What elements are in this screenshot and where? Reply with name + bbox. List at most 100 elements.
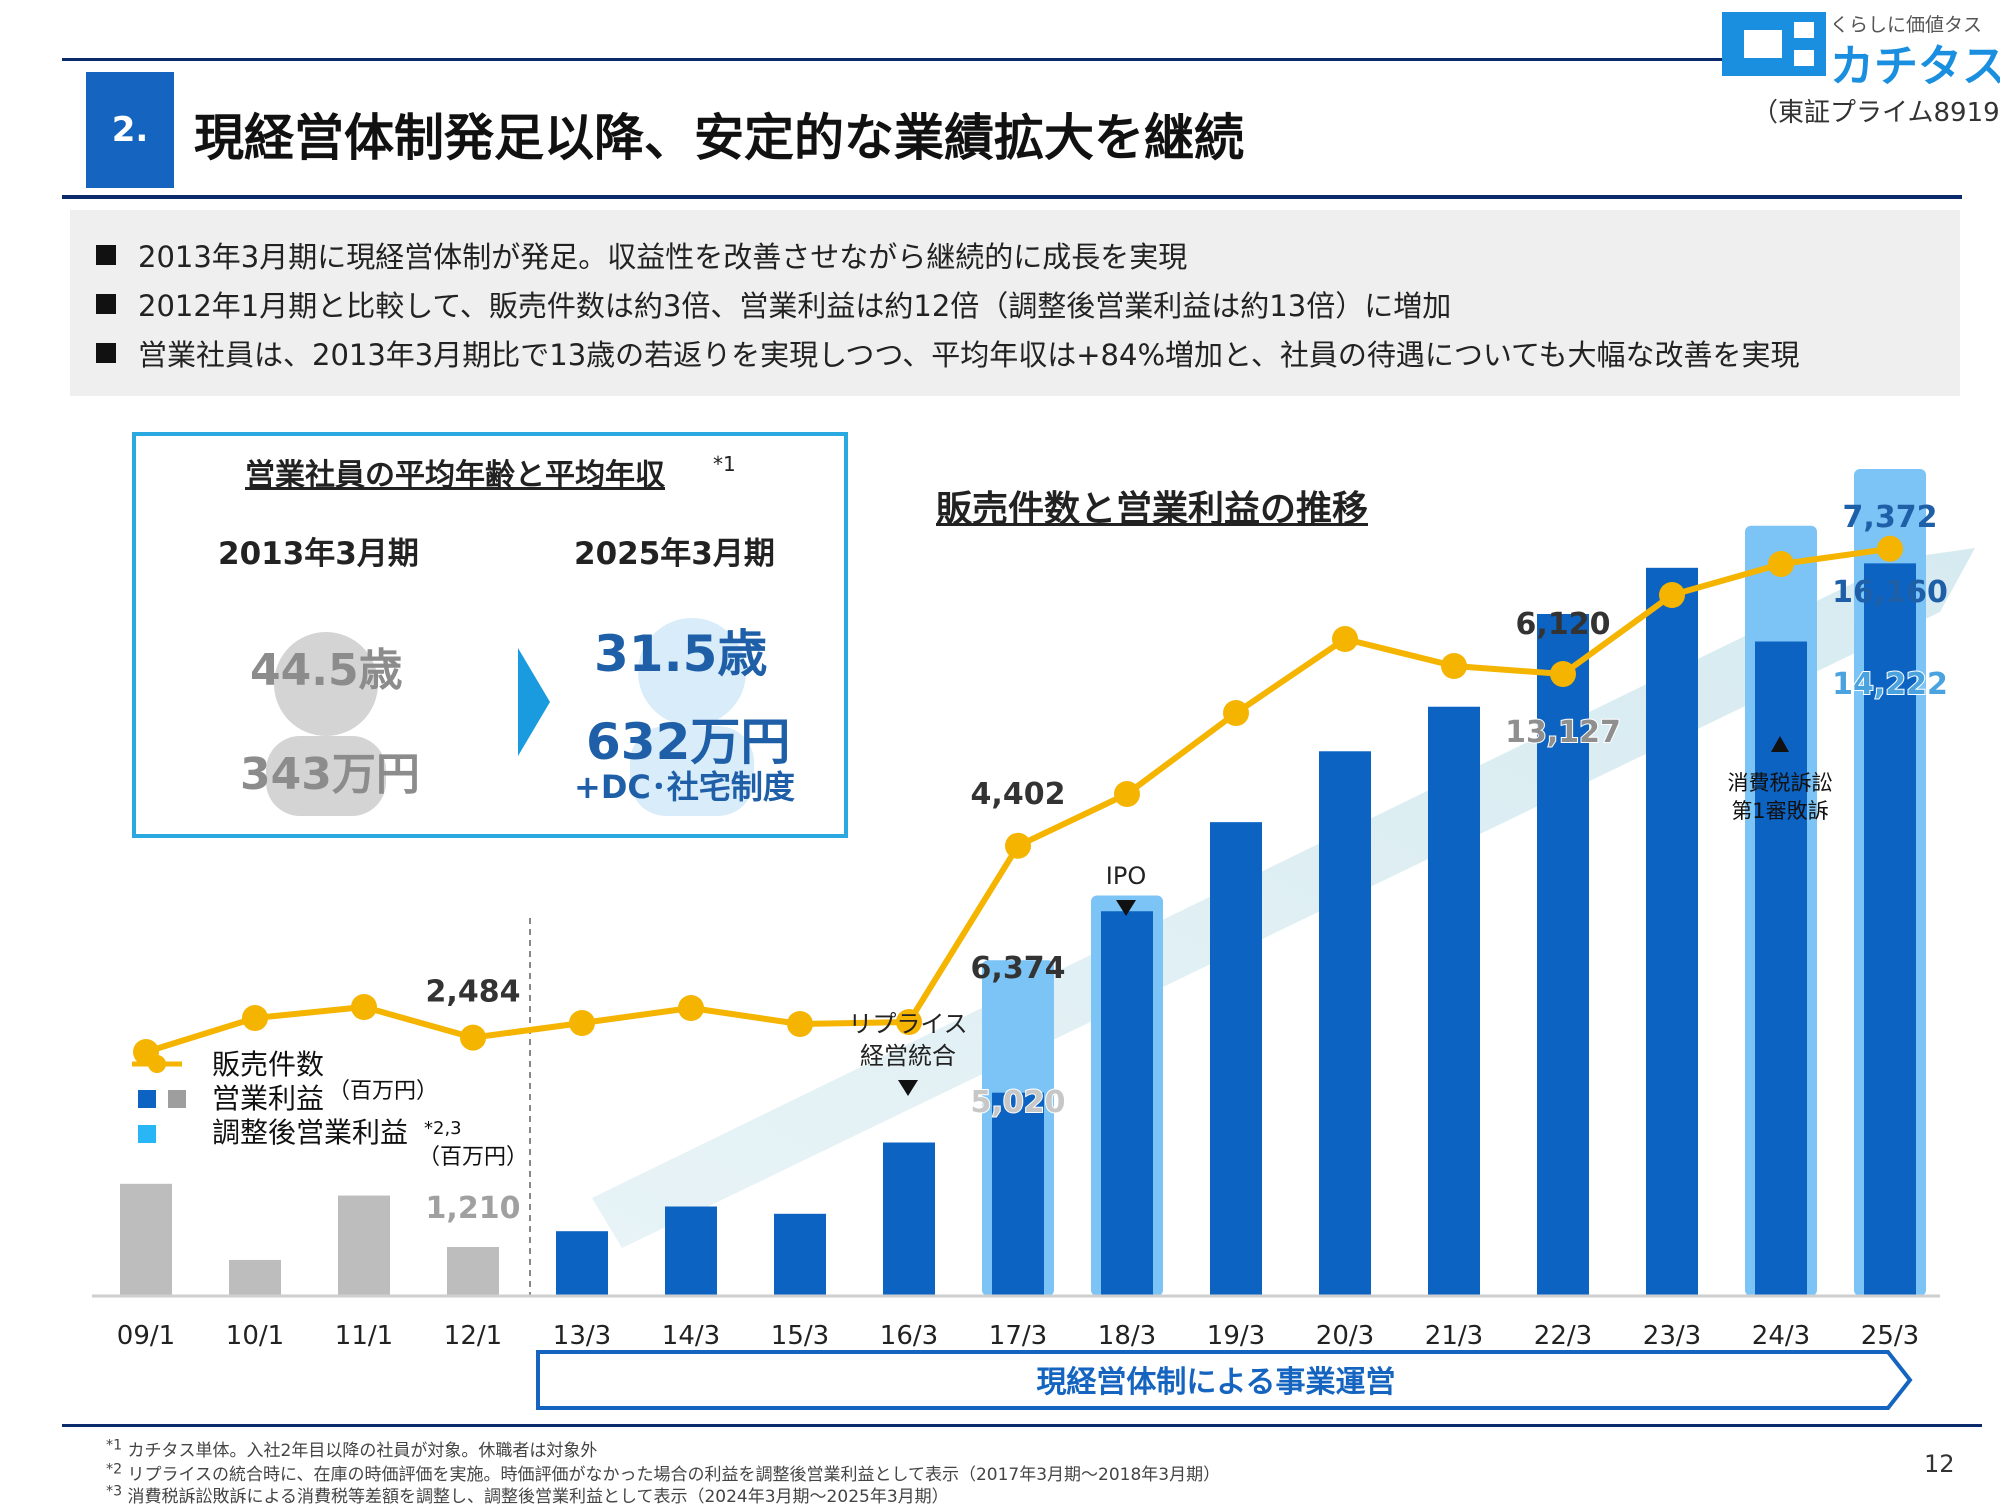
x-tick-label: 25/3 bbox=[1861, 1321, 1919, 1351]
header-bottom-rule bbox=[62, 195, 1962, 199]
employee-panel bbox=[132, 432, 848, 838]
adj-profit-label-25/3: 16,160 bbox=[1832, 575, 1948, 610]
employee-panel-title: 営業社員の平均年齢と平均年収 bbox=[245, 458, 665, 493]
logo-name: カチタス bbox=[1830, 41, 2000, 92]
legend-profit-swatch-blue bbox=[138, 1090, 156, 1108]
footnote-2: *2 リプライスの統合時に、在庫の時価評価を実施。時価評価がなかった場合の利益を… bbox=[106, 1461, 1221, 1485]
sales-point-23/3 bbox=[1659, 582, 1685, 608]
x-tick-label: 09/1 bbox=[117, 1321, 175, 1351]
op-profit-bar-22/3 bbox=[1537, 613, 1589, 1296]
legend-line-marker bbox=[148, 1055, 166, 1073]
regime-banner-arrow bbox=[536, 1350, 1913, 1410]
sales-point-15/3 bbox=[787, 1011, 813, 1037]
header-top-rule bbox=[62, 58, 1722, 61]
op-profit-bar-13/3 bbox=[556, 1231, 608, 1296]
x-tick-label: 18/3 bbox=[1098, 1321, 1156, 1351]
sales-point-11/1 bbox=[351, 994, 377, 1020]
op-profit-bar-12/1 bbox=[447, 1246, 499, 1296]
up-triangle-icon bbox=[1771, 736, 1789, 752]
op-profit-bar-25/3 bbox=[1864, 563, 1916, 1296]
x-tick-label: 21/3 bbox=[1425, 1321, 1483, 1351]
annotation-ripuraisu: リプライス 経営統合 bbox=[848, 1010, 968, 1096]
op-profit-label-25/3: 14,222 bbox=[1832, 667, 1948, 702]
sales-label-17/3: 4,402 bbox=[971, 777, 1066, 812]
op-profit-bar-20/3 bbox=[1319, 751, 1371, 1296]
legend-profit-swatch-grey bbox=[168, 1090, 186, 1108]
bullet-square-icon bbox=[96, 343, 116, 363]
summary-box: 2013年3月期に現経営体制が発足。収益性を改善させながら継続的に成長を実現 2… bbox=[70, 210, 1960, 396]
regime-banner-label: 現経営体制による事業運営 bbox=[1036, 1365, 1395, 1400]
x-tick-label: 11/1 bbox=[335, 1321, 393, 1351]
age-before: 44.5歳 bbox=[250, 645, 403, 696]
person-icon-new bbox=[630, 618, 754, 816]
x-tick-label: 10/1 bbox=[226, 1321, 284, 1351]
katitas-logo-icon bbox=[1722, 12, 1826, 76]
x-tick-label: 24/3 bbox=[1752, 1321, 1810, 1351]
annotation-tax-line2: 第1審敗訴 bbox=[1731, 799, 1828, 823]
op-profit-bar-14/3 bbox=[665, 1206, 717, 1296]
x-tick-label: 20/3 bbox=[1316, 1321, 1374, 1351]
x-tick-label: 14/3 bbox=[662, 1321, 720, 1351]
footer-rule bbox=[62, 1424, 1982, 1427]
sales-point-16/3 bbox=[896, 1009, 922, 1035]
arrow-right-icon bbox=[518, 648, 550, 756]
legend-op-profit-unit: （百万円） bbox=[328, 1079, 438, 1104]
legend-adj-profit: 調整後営業利益 bbox=[212, 1116, 408, 1149]
op-profit-bar-21/3 bbox=[1428, 706, 1480, 1296]
op-profit-label-17/3: 5,020 bbox=[971, 1085, 1066, 1120]
employee-panel-note: *1 bbox=[713, 452, 736, 476]
down-triangle-icon bbox=[898, 1080, 918, 1096]
annotation-tax: 消費税訴訟 第1審敗訴 bbox=[1728, 736, 1833, 823]
op-profit-label-12/1: 1,210 bbox=[426, 1191, 521, 1226]
page-number: 12 bbox=[1924, 1450, 1955, 1478]
period-before: 2013年3月期 bbox=[218, 536, 419, 572]
salary-before: 343万円 bbox=[240, 749, 420, 800]
sales-point-25/3 bbox=[1877, 535, 1903, 562]
op-profit-label-22/3: 13,127 bbox=[1505, 715, 1621, 750]
logo-tagline: くらしに価値タス bbox=[1830, 14, 1983, 36]
summary-bullet: 2012年1月期と比較して、販売件数は約3倍、営業利益は約12倍（調整後営業利益… bbox=[96, 283, 1451, 325]
footnote-1: *1 カチタス単体。入社2年目以降の社員が対象。休職者は対象外 bbox=[106, 1437, 598, 1461]
annotation-ripuraisu-line2: 経営統合 bbox=[860, 1042, 956, 1070]
sales-point-24/3 bbox=[1768, 551, 1794, 577]
salary-after: 632万円 bbox=[586, 713, 791, 771]
x-tick-label: 19/3 bbox=[1207, 1321, 1265, 1351]
sales-label-22/3: 6,120 bbox=[1516, 607, 1611, 642]
op-profit-bar-11/1 bbox=[338, 1195, 390, 1296]
person-silhouettes bbox=[266, 618, 754, 816]
annotation-ipo: IPO bbox=[1106, 862, 1146, 916]
legend-adj-profit-unit: （百万円） bbox=[418, 1145, 528, 1170]
sales-point-17/3 bbox=[1005, 832, 1031, 859]
down-triangle-icon bbox=[1116, 900, 1136, 916]
legend-adj-profit-note: *2,3 bbox=[424, 1118, 462, 1139]
x-tick-label: 13/3 bbox=[553, 1321, 611, 1351]
annotation-ripuraisu-line1: リプライス bbox=[848, 1010, 967, 1038]
x-tick-label: 16/3 bbox=[880, 1321, 938, 1351]
sales-point-21/3 bbox=[1441, 653, 1467, 679]
op-profit-bar-17/3 bbox=[992, 1092, 1044, 1296]
op-profit-bar-15/3 bbox=[774, 1213, 826, 1296]
sales-point-14/3 bbox=[678, 995, 704, 1021]
x-tick-label: 17/3 bbox=[989, 1321, 1047, 1351]
adj-profit-label-17/3: 6,374 bbox=[971, 951, 1066, 986]
sales-point-18/3 bbox=[1114, 781, 1140, 807]
sales-point-13/3 bbox=[569, 1010, 595, 1036]
sales-label-12/1: 2,484 bbox=[426, 975, 521, 1010]
chart-legend: 販売件数 営業利益 （百万円） 調整後営業利益 *2,3 （百万円） bbox=[132, 1048, 528, 1170]
sales-label-25/3: 7,372 bbox=[1843, 500, 1938, 535]
x-tick-label: 15/3 bbox=[771, 1321, 829, 1351]
x-tick-label: 23/3 bbox=[1643, 1321, 1701, 1351]
legend-adj-profit-swatch bbox=[138, 1125, 156, 1143]
benefits-after: +DC･社宅制度 bbox=[574, 768, 795, 806]
sales-point-20/3 bbox=[1332, 626, 1358, 652]
sales-point-10/1 bbox=[242, 1005, 268, 1031]
x-tick-label: 22/3 bbox=[1534, 1321, 1592, 1351]
annotation-ipo-label: IPO bbox=[1106, 862, 1146, 890]
section-number-badge: 2. bbox=[86, 72, 174, 188]
op-profit-bar-23/3 bbox=[1646, 567, 1698, 1296]
period-after: 2025年3月期 bbox=[574, 536, 775, 572]
op-profit-bar-10/1 bbox=[229, 1259, 281, 1296]
person-icon-old bbox=[266, 632, 386, 816]
growth-trend-arrow bbox=[592, 548, 1975, 1248]
